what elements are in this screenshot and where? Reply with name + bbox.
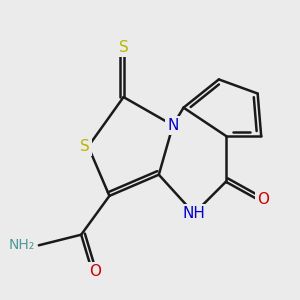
Text: N: N bbox=[167, 118, 178, 133]
Text: NH: NH bbox=[183, 206, 206, 221]
Text: O: O bbox=[257, 192, 269, 207]
Text: S: S bbox=[119, 40, 128, 55]
Text: S: S bbox=[80, 139, 90, 154]
Text: O: O bbox=[89, 264, 101, 279]
Text: NH₂: NH₂ bbox=[9, 238, 35, 252]
